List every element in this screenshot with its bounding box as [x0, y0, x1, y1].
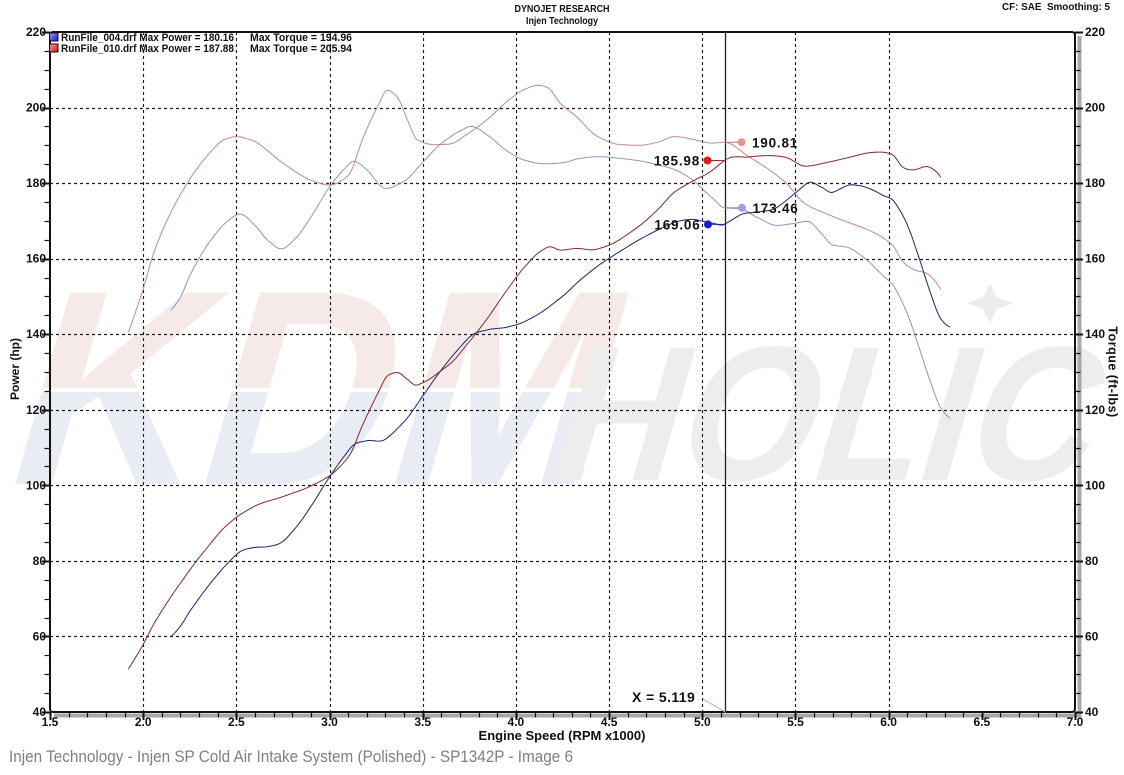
svg-text:RunFile_010.drf Max Power = 18: RunFile_010.drf Max Power = 187.88 [61, 43, 234, 55]
svg-text:173.46: 173.46 [753, 201, 799, 216]
svg-text:120: 120 [26, 403, 46, 417]
svg-text:Injen Technology - Injen SP Co: Injen Technology - Injen SP Cold Air Int… [9, 748, 573, 766]
svg-text:220: 220 [1085, 25, 1105, 39]
svg-text:3.0: 3.0 [321, 715, 338, 729]
svg-text:180: 180 [1085, 176, 1105, 190]
svg-text:40: 40 [33, 705, 47, 719]
svg-text:80: 80 [33, 554, 47, 568]
svg-text:120: 120 [1085, 403, 1105, 417]
svg-text:Max Torque = 205.94: Max Torque = 205.94 [250, 43, 353, 55]
svg-text:Power (hp): Power (hp) [8, 338, 22, 400]
svg-text:Torque (ft-lbs): Torque (ft-lbs) [1106, 326, 1120, 417]
svg-text:6.0: 6.0 [880, 715, 897, 729]
svg-text:2.5: 2.5 [228, 715, 245, 729]
svg-text:140: 140 [26, 327, 46, 341]
svg-text:4.5: 4.5 [601, 715, 618, 729]
svg-text:Engine Speed (RPM x1000): Engine Speed (RPM x1000) [479, 728, 646, 743]
svg-text:5.5: 5.5 [787, 715, 804, 729]
svg-text:RunFile_004.drf Max Power = 18: RunFile_004.drf Max Power = 180.16 [61, 32, 234, 44]
svg-text:5.0: 5.0 [694, 715, 711, 729]
svg-text:7.0: 7.0 [1067, 715, 1084, 729]
svg-text:CF: SAE Smoothing: 5: CF: SAE Smoothing: 5 [1002, 1, 1110, 13]
svg-text:4.0: 4.0 [508, 715, 525, 729]
svg-text:60: 60 [1085, 629, 1099, 643]
svg-text:160: 160 [26, 252, 46, 266]
svg-text:200: 200 [26, 101, 46, 115]
svg-text:200: 200 [1085, 101, 1105, 115]
svg-text:100: 100 [26, 478, 46, 492]
svg-text:100: 100 [1085, 478, 1105, 492]
svg-text:140: 140 [1085, 327, 1105, 341]
svg-text:80: 80 [1085, 554, 1099, 568]
svg-text:3.5: 3.5 [414, 715, 431, 729]
svg-text:Max Torque = 194.96: Max Torque = 194.96 [250, 32, 352, 44]
svg-text:DYNOJET RESEARCH: DYNOJET RESEARCH [515, 3, 610, 15]
svg-text:160: 160 [1085, 252, 1105, 266]
svg-text:40: 40 [1085, 705, 1099, 719]
svg-text:Injen Technology: Injen Technology [526, 15, 598, 27]
svg-text:190.81: 190.81 [752, 135, 798, 150]
svg-text:KDM: KDM [0, 233, 668, 543]
svg-text:185.98: 185.98 [654, 154, 700, 169]
svg-text:6.5: 6.5 [973, 715, 990, 729]
svg-text:220: 220 [26, 25, 46, 39]
svg-text:180: 180 [26, 176, 46, 190]
svg-text:HOLIC: HOLIC [532, 307, 1124, 522]
svg-text:2.0: 2.0 [135, 715, 152, 729]
svg-text:1.5: 1.5 [42, 715, 59, 729]
svg-text:X = 5.119: X = 5.119 [632, 689, 695, 705]
svg-text:169.06: 169.06 [654, 217, 700, 232]
svg-text:60: 60 [33, 629, 47, 643]
